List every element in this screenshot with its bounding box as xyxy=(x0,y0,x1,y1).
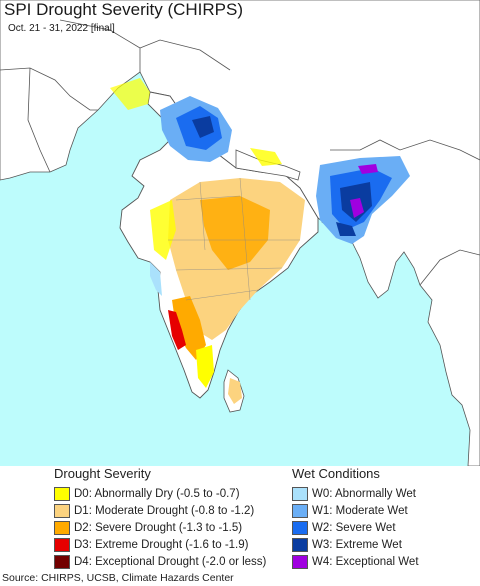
legend-item-d4: D4: Exceptional Drought (-2.0 or less) xyxy=(54,553,294,570)
legend-item-w0: W0: Abnormally Wet xyxy=(292,485,480,502)
country-border xyxy=(59,19,141,72)
drought-d3-region xyxy=(168,310,186,350)
drought-map xyxy=(0,0,480,466)
wet-w0-region xyxy=(150,262,162,296)
country-border xyxy=(330,139,480,161)
legend-swatch xyxy=(292,486,308,501)
legend-swatch xyxy=(54,486,70,501)
legend-swatch xyxy=(292,503,308,518)
country-border xyxy=(0,67,98,111)
legend-label: W2: Severe Wet xyxy=(312,521,396,534)
legend-label: D3: Extreme Drought (-1.6 to -1.9) xyxy=(74,538,249,551)
drought-d1-region xyxy=(250,148,282,166)
drought-d2-region xyxy=(200,196,270,270)
legend-item-w3: W3: Extreme Wet xyxy=(292,536,480,553)
legend-label: W4: Exceptional Wet xyxy=(312,555,419,568)
legend-item-w2: W2: Severe Wet xyxy=(292,519,480,536)
legend-swatch xyxy=(54,503,70,518)
page-title: SPI Drought Severity (CHIRPS) xyxy=(4,0,244,19)
state-lines xyxy=(168,177,300,301)
wet-w4-region xyxy=(358,164,378,174)
source-credit: Source: CHIRPS, UCSB, Climate Hazards Ce… xyxy=(2,572,234,584)
drought-legend-heading: Drought Severity xyxy=(54,466,151,481)
drought-legend: Drought Severity D0: Abnormally Dry (-0.… xyxy=(54,466,294,570)
legend-item-d0: D0: Abnormally Dry (-0.5 to -0.7) xyxy=(54,485,294,502)
legend-item-d3: D3: Extreme Drought (-1.6 to -1.9) xyxy=(54,536,294,553)
wet-w3-region xyxy=(192,116,214,138)
wet-legend: Wet Conditions W0: Abnormally Wet W1: Mo… xyxy=(292,466,480,570)
legend-swatch xyxy=(54,520,70,535)
drought-d1-region xyxy=(228,378,242,404)
wet-legend-heading: Wet Conditions xyxy=(292,466,380,481)
legend-item-d1: D1: Moderate Drought (-0.8 to -1.2) xyxy=(54,502,294,519)
legend-label: D2: Severe Drought (-1.3 to -1.5) xyxy=(74,521,243,534)
legend-label: D4: Exceptional Drought (-2.0 or less) xyxy=(74,555,267,568)
drought-d0-region xyxy=(110,78,150,110)
legend-item-w1: W1: Moderate Wet xyxy=(292,502,480,519)
legend-label: W0: Abnormally Wet xyxy=(312,487,416,500)
legend-swatch xyxy=(292,554,308,569)
country-border xyxy=(419,249,480,286)
legend-item-w4: W4: Exceptional Wet xyxy=(292,553,480,570)
wet-w4-region xyxy=(350,198,364,218)
legend-item-d2: D2: Severe Drought (-1.3 to -1.5) xyxy=(54,519,294,536)
legend-label: W3: Extreme Wet xyxy=(312,538,402,551)
page-subtitle: Oct. 21 - 31, 2022 [final] xyxy=(8,23,115,34)
wet-w3-region xyxy=(336,222,356,236)
legend-label: D0: Abnormally Dry (-0.5 to -0.7) xyxy=(74,487,240,500)
legend-swatch xyxy=(54,537,70,552)
country-border xyxy=(139,39,231,71)
country-border xyxy=(27,67,51,173)
drought-d0-region xyxy=(196,345,214,388)
drought-d2-region xyxy=(172,296,206,360)
legend-swatch xyxy=(54,554,70,569)
legend-label: D1: Moderate Drought (-0.8 to -1.2) xyxy=(74,504,255,517)
legend-label: W1: Moderate Wet xyxy=(312,504,408,517)
legend-swatch xyxy=(292,520,308,535)
drought-d0-region xyxy=(150,200,176,260)
legend-swatch xyxy=(292,537,308,552)
